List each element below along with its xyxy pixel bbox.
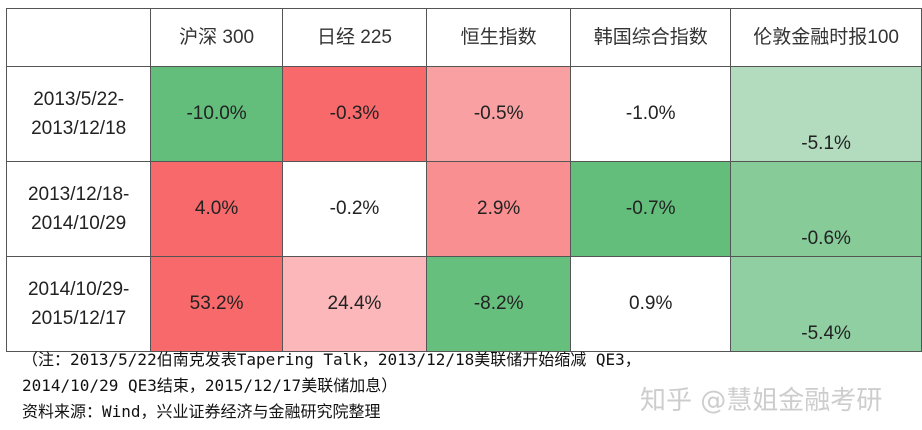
note-line-2: 2014/10/29 QE3结束，2015/12/17美联储加息） bbox=[22, 376, 398, 395]
row-header: 2014/10/29- 2015/12/17 bbox=[5, 256, 152, 352]
value-cell: -0.6% bbox=[730, 161, 922, 257]
value-cell: 2.9% bbox=[426, 161, 572, 257]
value-cell: -10.0% bbox=[150, 66, 283, 162]
value-cell: -0.7% bbox=[570, 161, 732, 257]
value-cell: -8.2% bbox=[426, 256, 572, 352]
period-end: 2015/12/17 bbox=[31, 308, 127, 329]
table-row: 2013/5/22- 2013/12/18 -10.0% -0.3% -0.5% -1.0… bbox=[5, 66, 922, 162]
value-cell: -0.3% bbox=[281, 66, 428, 162]
row-header: 2013/5/22- 2013/12/18 bbox=[5, 66, 152, 162]
period-end: 2014/10/29 bbox=[31, 213, 127, 234]
value-cell: 4.0% bbox=[150, 161, 283, 257]
value-cell: 24.4% bbox=[281, 256, 428, 352]
period-start: 2013/12/18- bbox=[27, 184, 130, 205]
period-start: 2014/10/29- bbox=[27, 279, 130, 300]
table-row: 2013/12/18- 2014/10/29 4.0% -0.2% 2.9% -0.7% -… bbox=[5, 161, 922, 257]
value-cell: -0.2% bbox=[281, 161, 428, 257]
header-row: 沪深 300 日经 225 恒生指数 韩国综合指数 伦敦金融时报100 bbox=[5, 8, 922, 67]
value-cell: -5.4% bbox=[730, 256, 922, 352]
value-cell: -0.5% bbox=[426, 66, 572, 162]
value-cell: -5.1% bbox=[730, 66, 922, 162]
source-note: 资料来源：Wind，兴业证券经济与金融研究院整理 bbox=[22, 402, 381, 421]
value-cell: -1.0% bbox=[570, 66, 732, 162]
note-line-1: （注：2013/5/22伯南克发表Tapering Talk，2013/12/1… bbox=[22, 350, 641, 369]
col-header: 日经 225 bbox=[281, 8, 428, 67]
period-end: 2013/12/18 bbox=[31, 118, 127, 139]
col-header: 伦敦金融时报100 bbox=[730, 8, 922, 67]
table-row: 2014/10/29- 2015/12/17 53.2% 24.4% -8.2% 0.9%… bbox=[5, 256, 922, 352]
row-header: 2013/12/18- 2014/10/29 bbox=[5, 161, 152, 257]
value-cell: 0.9% bbox=[570, 256, 732, 352]
performance-table: 沪深 300 日经 225 恒生指数 韩国综合指数 伦敦金融时报100 2013… bbox=[5, 8, 922, 352]
period-start: 2013/5/22- bbox=[33, 89, 125, 110]
corner-cell bbox=[5, 8, 152, 67]
col-header: 沪深 300 bbox=[150, 8, 283, 67]
value-cell: 53.2% bbox=[150, 256, 283, 352]
col-header: 恒生指数 bbox=[426, 8, 572, 67]
watermark: 知乎 @慧姐金融考研 bbox=[640, 386, 883, 416]
col-header: 韩国综合指数 bbox=[570, 8, 732, 67]
